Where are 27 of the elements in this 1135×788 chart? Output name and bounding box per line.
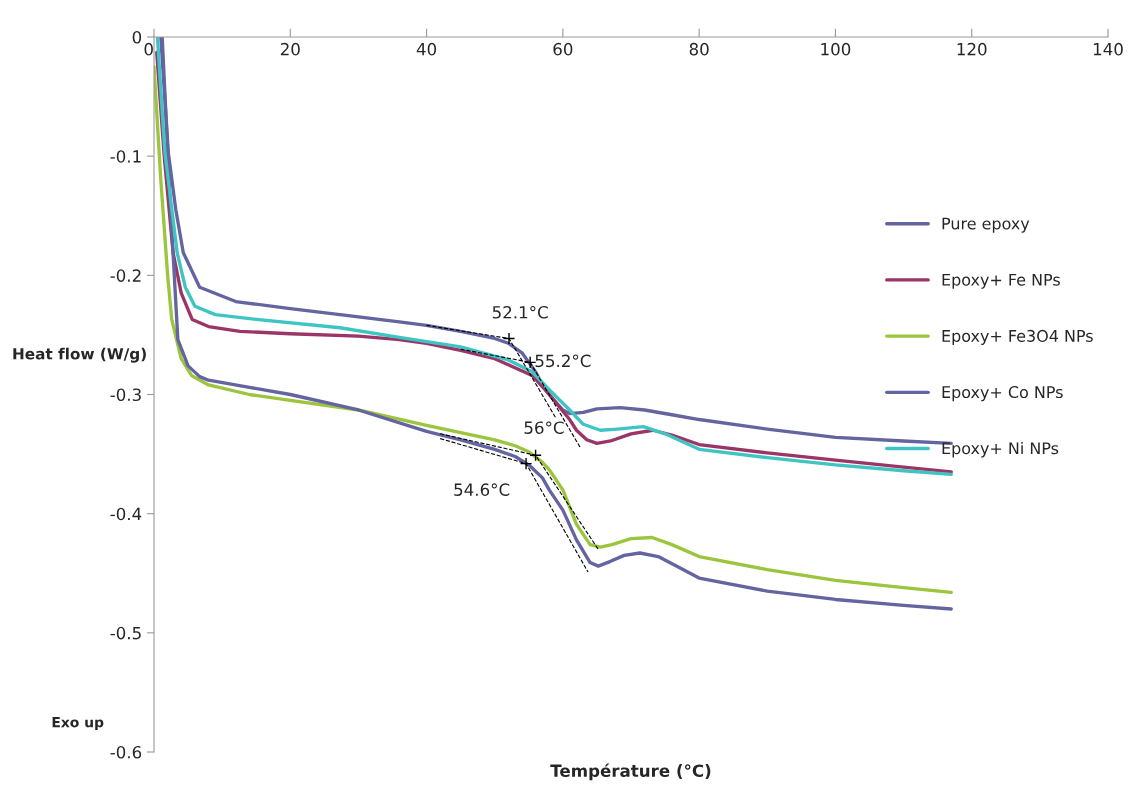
annotation: 52.1°C	[492, 305, 548, 319]
x-tick-label: 100	[821, 42, 851, 56]
legend-label: Epoxy+ Fe NPs	[942, 273, 1060, 289]
y-tick-label: -0.1	[110, 150, 141, 163]
y-tick-label: -0.3	[110, 388, 141, 402]
annotation: 54.6°C	[454, 483, 510, 496]
legend-label: Epoxy+ Ni NPs	[942, 441, 1059, 458]
text: Exo up	[52, 717, 104, 731]
y-tick-label: 0	[132, 30, 142, 44]
y-axis-title: Heat flow (W/g)	[13, 347, 146, 363]
legend-label: Epoxy+ Co NPs	[942, 386, 1063, 402]
annotation: 56°C	[524, 421, 564, 434]
y-tick-label: -0.6	[110, 745, 142, 759]
x-tick-label: 120	[957, 42, 987, 56]
annotation: 55.2°C	[535, 354, 591, 368]
y-tick-label: -0.5	[110, 626, 141, 640]
x-tick-label: 80	[689, 42, 709, 56]
x-tick-label: 40	[416, 42, 437, 56]
x-axis-title: Température (°C)	[550, 763, 711, 781]
legend-label: Pure epoxy	[942, 217, 1030, 233]
x-tick-label: 20	[280, 42, 300, 56]
x-tick-label: 140	[1093, 42, 1123, 56]
x-tick-label: 60	[553, 42, 573, 56]
y-tick-label: -0.4	[110, 507, 142, 521]
legend-label: Epoxy+ Fe3O4 NPs	[942, 329, 1093, 346]
x-tick-label: 0	[144, 42, 153, 56]
y-tick-label: -0.2	[110, 269, 141, 282]
